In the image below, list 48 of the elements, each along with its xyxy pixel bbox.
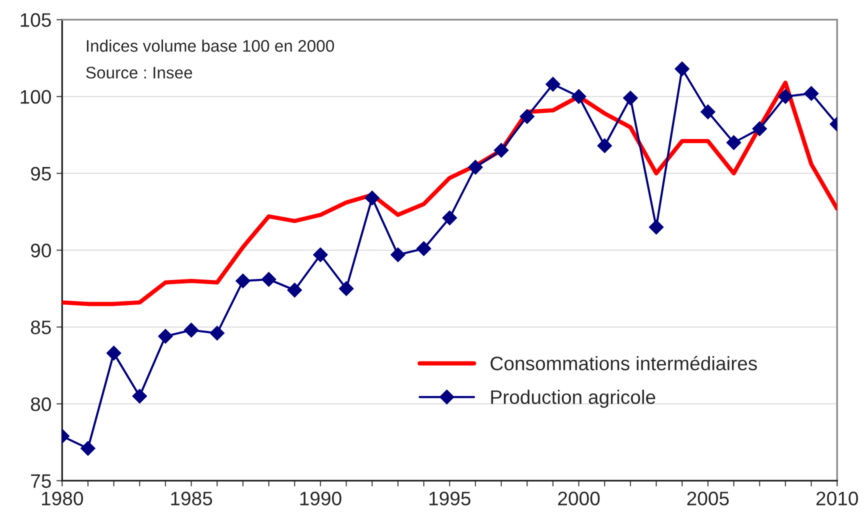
y-tick-label: 105 (20, 13, 51, 27)
point (80, 441, 96, 456)
point (546, 76, 560, 92)
point (752, 121, 768, 136)
point (313, 247, 328, 262)
x-tick-label: 1995 (429, 492, 470, 506)
x-tick-label: 1985 (171, 492, 212, 506)
point (468, 160, 483, 175)
y-tick-label: 85 (30, 320, 51, 334)
point (364, 190, 380, 206)
point (623, 90, 638, 106)
point (674, 61, 690, 76)
point (778, 89, 793, 104)
y-tick-label: 90 (31, 244, 51, 258)
x-tick-label: 2000 (558, 492, 600, 506)
point (571, 89, 586, 104)
annotation: Source : Insee (86, 66, 192, 79)
x-tick-label: 2010 (816, 492, 858, 506)
x-tick-label: 1980 (42, 492, 84, 506)
line-series (62, 80, 838, 306)
point (158, 328, 173, 344)
point (416, 241, 432, 256)
y-tick-label: 80 (30, 397, 51, 412)
annotation: Indices volume base 100 en 2000 (86, 40, 334, 52)
point (520, 109, 535, 124)
point (184, 322, 199, 338)
x-tick-label: 1990 (300, 492, 342, 506)
point (236, 274, 250, 288)
point (338, 281, 354, 296)
point (106, 346, 122, 361)
y-tick-label: 75 (31, 474, 51, 488)
point (597, 138, 612, 154)
point (648, 220, 664, 235)
point (261, 272, 276, 287)
point (726, 135, 742, 150)
point (132, 388, 148, 404)
point (390, 247, 406, 262)
legend-label: Consommations intermédiaires (490, 356, 757, 370)
x-tick-label: 2005 (687, 492, 729, 506)
point (700, 104, 716, 120)
point (804, 86, 819, 101)
point (442, 210, 458, 226)
legend-label: Production agricole (491, 390, 656, 408)
point (287, 282, 302, 298)
y-tick-label: 100 (20, 90, 51, 104)
point (210, 326, 225, 341)
y-tick-label: 95 (31, 166, 51, 181)
point (494, 142, 509, 158)
